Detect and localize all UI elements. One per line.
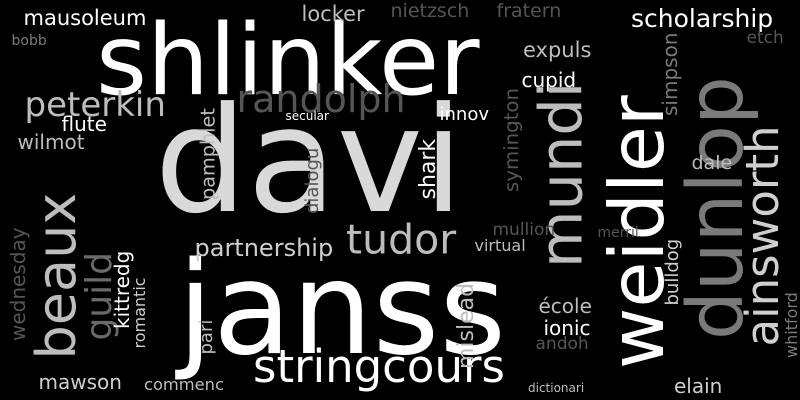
- word: whitford: [782, 292, 800, 358]
- word: symington: [500, 88, 523, 192]
- word: merril: [597, 225, 639, 241]
- word: dialogu: [302, 147, 323, 214]
- word: flute: [61, 112, 107, 136]
- word: mawson: [38, 370, 122, 394]
- word: tudor: [346, 215, 457, 264]
- word: davi: [154, 76, 464, 246]
- word: mundi: [526, 81, 596, 268]
- word: secular: [285, 109, 329, 123]
- word: virtual: [474, 236, 526, 255]
- word: dictionari: [528, 381, 585, 395]
- word: pamphlet: [196, 108, 220, 200]
- word: peterkin: [24, 85, 166, 125]
- word: innov: [439, 104, 489, 125]
- word: expuls: [523, 38, 592, 62]
- word: beaux: [25, 192, 88, 360]
- word: bulldog: [662, 238, 683, 306]
- word: ionic: [543, 316, 591, 340]
- word: mislead: [454, 282, 479, 369]
- word: mausoleum: [23, 6, 147, 30]
- word: ainsworth: [736, 125, 789, 347]
- word: etch: [746, 28, 784, 48]
- word: andoh: [535, 334, 589, 354]
- word: pari: [196, 319, 217, 355]
- word: kittredg: [110, 250, 134, 329]
- word: wilmot: [17, 130, 85, 154]
- word: locker: [301, 2, 365, 26]
- word: scholarship: [631, 4, 774, 33]
- word: romantic: [130, 277, 149, 349]
- word: shark: [416, 138, 441, 200]
- word: cupid: [521, 68, 577, 92]
- word: shlinker: [96, 4, 480, 118]
- word: partnership: [194, 234, 334, 262]
- word: commenc: [144, 375, 224, 394]
- word: wednesday: [6, 227, 30, 341]
- word: école: [538, 294, 592, 318]
- word: nietzsch: [390, 0, 470, 22]
- word: stringcours: [253, 340, 505, 393]
- word: elain: [674, 374, 723, 398]
- word: randolph: [236, 77, 406, 121]
- word: fratern: [496, 0, 562, 22]
- word: mullion: [492, 220, 556, 240]
- word: dale: [691, 152, 733, 174]
- word: bobb: [11, 33, 47, 49]
- word: simpson: [658, 32, 682, 117]
- word: janss: [177, 235, 507, 384]
